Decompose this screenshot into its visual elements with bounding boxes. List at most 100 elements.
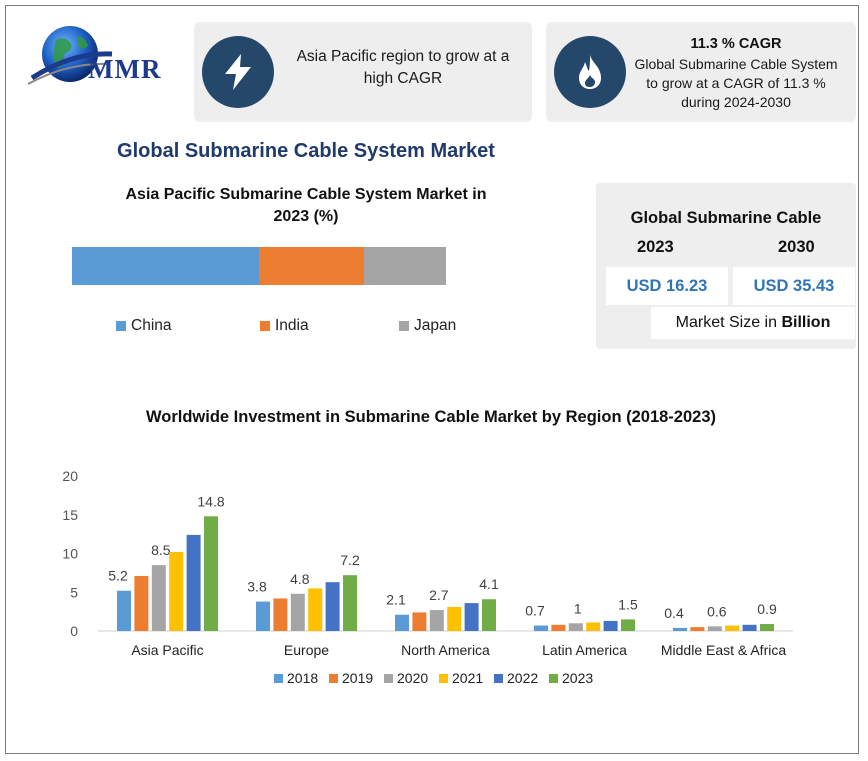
bar-2018 <box>117 590 131 631</box>
market-size-unit: Market Size in Billion <box>651 307 855 339</box>
legend-swatch-2022 <box>494 674 503 683</box>
x-tick-label: Asia Pacific <box>131 642 203 658</box>
legend-label: China <box>131 317 172 334</box>
data-label: 1 <box>574 600 582 616</box>
data-label: 2.7 <box>429 587 449 603</box>
data-label: 1.5 <box>618 596 638 612</box>
data-label: 3.8 <box>247 579 267 595</box>
bar-2019 <box>412 612 427 631</box>
legend-swatch <box>260 321 270 331</box>
y-tick-label: 15 <box>62 507 78 523</box>
market-size-year-2023: 2023 <box>637 238 674 256</box>
legend-swatch-2019 <box>329 674 338 683</box>
legend-label: 2020 <box>397 670 428 686</box>
bar-2023 <box>482 599 496 631</box>
legend-swatch-2020 <box>384 674 393 683</box>
legend-swatch-2018 <box>274 674 283 683</box>
x-tick-label: Latin America <box>542 642 627 658</box>
share-segment-japan <box>363 247 446 285</box>
market-size-box: Global Submarine Cable 2023 2030 USD 16.… <box>596 183 856 349</box>
bar-2022 <box>325 582 340 631</box>
legend-item-india: India <box>260 317 309 335</box>
unit-bold: Billion <box>781 314 831 331</box>
infographic-frame: MMR Asia Pacific region to grow at a hig… <box>5 5 859 754</box>
share-stacked-bar <box>72 247 446 285</box>
bar-2019 <box>134 575 149 631</box>
bar-2022 <box>464 603 479 631</box>
market-size-value-2030: USD 35.43 <box>733 267 855 305</box>
x-tick-label: Europe <box>284 642 329 658</box>
bar-2018 <box>256 601 270 631</box>
legend-swatch-2023 <box>549 674 558 683</box>
data-label: 14.8 <box>197 493 224 509</box>
lightning-bolt-icon <box>202 36 274 108</box>
region-chart-title: Worldwide Investment in Submarine Cable … <box>145 408 716 426</box>
bar-2021 <box>169 551 184 631</box>
share-segment-india <box>259 247 364 285</box>
bar-2020 <box>707 626 722 631</box>
legend-item-japan: Japan <box>399 317 456 335</box>
highlight-card-cagr: 11.3 % CAGR Global Submarine Cable Syste… <box>546 22 856 122</box>
bar-2022 <box>742 624 757 631</box>
data-label: 5.2 <box>108 568 128 584</box>
data-label: 4.8 <box>290 571 310 587</box>
bar-2021 <box>447 606 462 631</box>
legend-swatch <box>116 321 126 331</box>
market-size-value-2023: USD 16.23 <box>606 267 728 305</box>
y-tick-label: 5 <box>70 584 78 600</box>
bar-2018 <box>673 627 687 631</box>
market-size-year-2030: 2030 <box>778 238 815 256</box>
bar-2020 <box>568 623 583 631</box>
data-label: 0.7 <box>525 603 545 619</box>
bar-2018 <box>534 625 548 631</box>
legend-swatch-2021 <box>439 674 448 683</box>
bar-2022 <box>186 534 201 631</box>
data-label: 0.4 <box>664 605 684 621</box>
data-label: 2.1 <box>386 592 406 608</box>
bar-2023 <box>343 575 357 631</box>
market-size-title: Global Submarine Cable <box>630 209 822 227</box>
legend-swatch <box>399 321 409 331</box>
logo-text: MMR <box>88 54 162 84</box>
page-title: Global Submarine Cable System Market <box>117 140 495 162</box>
data-label: 4.1 <box>479 576 499 592</box>
unit-prefix: Market Size in <box>675 314 782 331</box>
x-tick-label: Middle East & Africa <box>661 642 786 658</box>
share-segment-china <box>72 247 259 285</box>
bar-2023 <box>204 516 218 631</box>
y-tick-label: 10 <box>62 546 78 562</box>
data-label: 7.2 <box>340 552 360 568</box>
bar-2018 <box>395 614 409 631</box>
legend-label: 2022 <box>507 670 538 686</box>
legend-label: 2018 <box>287 670 318 686</box>
data-label: 8.5 <box>151 542 171 558</box>
bar-2023 <box>621 619 635 631</box>
bar-2022 <box>603 620 618 631</box>
bar-2019 <box>273 598 288 631</box>
flame-icon <box>554 36 626 108</box>
x-tick-label: North America <box>401 642 490 658</box>
bar-2021 <box>586 622 601 631</box>
region-growth-text: Asia Pacific region to grow at a high CA… <box>296 48 510 87</box>
mmr-logo: MMR <box>27 24 188 88</box>
share-chart-title: Asia Pacific Submarine Cable System Mark… <box>125 186 487 225</box>
y-tick-label: 20 <box>62 468 78 484</box>
bar-2023 <box>760 624 774 631</box>
bar-2021 <box>725 625 740 631</box>
bar-2020 <box>429 610 444 631</box>
data-label: 0.6 <box>707 603 727 619</box>
legend-label: Japan <box>414 317 457 334</box>
bar-2020 <box>290 593 305 631</box>
bar-2020 <box>151 565 166 631</box>
bar-2019 <box>690 627 705 631</box>
y-tick-label: 0 <box>70 623 78 639</box>
highlight-card-region: Asia Pacific region to grow at a high CA… <box>194 22 532 122</box>
legend-label: 2023 <box>562 670 593 686</box>
cagr-text: Global Submarine Cable System to grow at… <box>634 56 838 110</box>
data-label: 0.9 <box>757 601 777 617</box>
region-bar-chart: 0 5 10 15 20 5.2 8.5 14.8 Asia Pacific 3.8 4.8 7.2 E… <box>62 468 793 686</box>
cagr-heading: 11.3 % CAGR <box>690 36 782 52</box>
legend-label: 2019 <box>342 670 373 686</box>
bar-2019 <box>551 624 566 631</box>
globe-icon <box>27 26 113 85</box>
